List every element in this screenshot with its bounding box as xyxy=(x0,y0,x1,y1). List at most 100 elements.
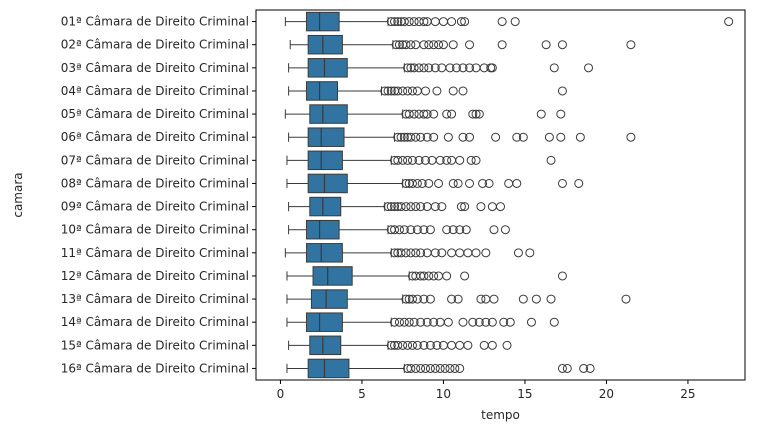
outlier-point xyxy=(487,317,497,327)
y-axis-label: camara xyxy=(11,172,25,217)
outlier-point xyxy=(505,317,515,327)
y-tick-label: 11ª Câmara de Direito Criminal xyxy=(61,246,249,260)
outlier-point xyxy=(442,225,452,235)
outlier-point xyxy=(468,109,478,119)
outlier-point xyxy=(393,340,403,350)
y-tick-label: 08ª Câmara de Direito Criminal xyxy=(61,176,249,190)
outlier-point xyxy=(403,63,413,73)
outlier-point xyxy=(487,63,497,73)
outlier-point xyxy=(456,202,466,212)
outlier-point xyxy=(416,363,426,373)
outlier-point xyxy=(455,155,465,165)
outlier-point xyxy=(390,317,400,327)
outlier-point xyxy=(430,363,440,373)
outlier-point xyxy=(412,178,422,188)
outlier-point xyxy=(575,132,585,142)
outlier-point xyxy=(393,132,403,142)
outlier-point xyxy=(409,63,419,73)
outlier-point xyxy=(574,178,584,188)
outlier-point xyxy=(481,317,491,327)
outlier-point xyxy=(450,363,460,373)
outlier-point xyxy=(465,178,475,188)
outlier-point xyxy=(544,132,554,142)
outlier-point xyxy=(411,248,421,258)
outlier-point xyxy=(557,40,567,50)
outlier-point xyxy=(513,248,523,258)
outlier-point xyxy=(398,86,408,96)
box-group xyxy=(288,127,636,147)
box-group xyxy=(284,243,535,263)
outlier-point xyxy=(484,178,494,188)
y-tick-label: 05ª Câmara de Direito Criminal xyxy=(61,107,249,121)
y-tick-label: 04ª Câmara de Direito Criminal xyxy=(61,84,249,98)
outlier-point xyxy=(432,86,442,96)
outlier-point xyxy=(510,17,520,27)
outlier-point xyxy=(419,63,429,73)
outlier-point xyxy=(458,132,468,142)
outlier-point xyxy=(445,63,455,73)
outlier-point xyxy=(421,155,431,165)
outlier-point xyxy=(390,202,400,212)
outlier-point xyxy=(406,132,416,142)
outlier-point xyxy=(443,132,453,142)
box-iqr xyxy=(306,219,340,240)
outlier-point xyxy=(386,340,396,350)
outlier-point xyxy=(531,294,541,304)
outlier-point xyxy=(474,317,484,327)
outlier-point xyxy=(422,109,432,119)
outlier-point xyxy=(406,248,416,258)
outlier-point xyxy=(525,248,535,258)
outlier-point xyxy=(526,317,536,327)
outlier-point xyxy=(500,225,510,235)
box-iqr xyxy=(307,173,348,194)
outlier-point xyxy=(518,132,528,142)
outlier-point xyxy=(419,340,429,350)
box-group xyxy=(286,173,584,194)
outlier-point xyxy=(411,363,421,373)
outlier-point xyxy=(424,63,434,73)
box-group xyxy=(286,312,559,332)
outlier-point xyxy=(549,63,559,73)
y-tick-label: 03ª Câmara de Direito Criminal xyxy=(61,61,249,75)
outlier-point xyxy=(403,340,413,350)
outlier-point xyxy=(557,86,567,96)
outlier-point xyxy=(442,109,452,119)
outlier-point xyxy=(621,294,631,304)
outlier-point xyxy=(434,178,444,188)
box-group xyxy=(284,104,566,124)
outlier-point xyxy=(502,340,512,350)
outlier-point xyxy=(416,317,426,327)
outlier-point xyxy=(390,225,400,235)
outlier-point xyxy=(425,363,435,373)
outlier-point xyxy=(556,109,566,119)
box-group xyxy=(284,11,734,32)
x-tick-label: 10 xyxy=(436,387,451,401)
outlier-point xyxy=(419,225,429,235)
outlier-point xyxy=(546,155,556,165)
outlier-point xyxy=(432,340,442,350)
outlier-point xyxy=(401,40,411,50)
outlier-point xyxy=(401,248,411,258)
outlier-point xyxy=(419,40,429,50)
outlier-point xyxy=(429,109,439,119)
outlier-point xyxy=(417,178,427,188)
outlier-point xyxy=(497,40,507,50)
outlier-point xyxy=(425,225,435,235)
outlier-point xyxy=(489,225,499,235)
outlier-point xyxy=(419,294,429,304)
box-iqr xyxy=(309,104,348,124)
outlier-point xyxy=(476,202,486,212)
outlier-point xyxy=(448,40,458,50)
box-group xyxy=(286,358,595,379)
outlier-point xyxy=(412,225,422,235)
outlier-point xyxy=(424,40,434,50)
outlier-point xyxy=(425,340,435,350)
box-group xyxy=(288,81,567,101)
outlier-point xyxy=(463,340,473,350)
outlier-point xyxy=(401,294,411,304)
outlier-point xyxy=(425,294,435,304)
outlier-point xyxy=(409,109,419,119)
outlier-point xyxy=(404,317,414,327)
x-tick-label: 25 xyxy=(680,387,695,401)
